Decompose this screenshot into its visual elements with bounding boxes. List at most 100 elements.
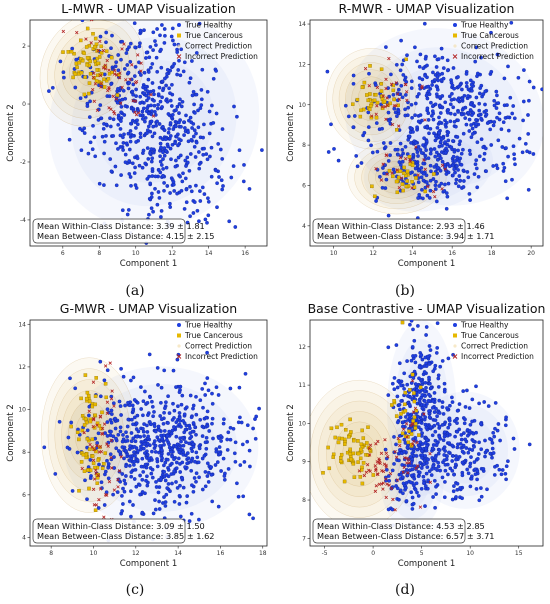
healthy-point — [113, 426, 118, 431]
healthy-point — [441, 438, 446, 443]
healthy-point — [455, 98, 460, 102]
healthy-point — [141, 470, 146, 474]
incorrect-prediction-marker — [365, 463, 370, 467]
healthy-point — [430, 104, 435, 109]
healthy-point — [202, 122, 206, 127]
incorrect-prediction-marker — [384, 86, 388, 91]
healthy-point — [448, 403, 452, 408]
healthy-point — [409, 358, 414, 363]
incorrect-prediction-marker — [394, 81, 398, 85]
healthy-point — [424, 173, 429, 178]
healthy-point — [435, 346, 440, 350]
healthy-point — [157, 122, 162, 126]
incorrect-prediction-marker — [92, 417, 96, 422]
cancerous-point — [401, 188, 405, 193]
cancerous-point — [339, 422, 344, 427]
healthy-point — [126, 417, 131, 422]
healthy-point — [113, 164, 118, 169]
healthy-point — [133, 183, 138, 187]
healthy-point — [474, 487, 479, 491]
healthy-point — [119, 413, 123, 417]
incorrect-prediction-marker — [375, 85, 380, 90]
healthy-point — [200, 67, 205, 72]
healthy-point — [409, 463, 414, 468]
healthy-point — [441, 76, 446, 81]
healthy-point — [486, 404, 491, 408]
healthy-point — [452, 484, 456, 488]
healthy-point — [437, 411, 442, 415]
healthy-point — [326, 150, 331, 154]
healthy-point — [453, 159, 458, 163]
healthy-point — [168, 98, 173, 103]
healthy-point — [420, 357, 425, 362]
healthy-point — [436, 460, 441, 465]
healthy-point — [184, 200, 189, 205]
healthy-point — [205, 350, 209, 355]
healthy-point — [127, 463, 132, 468]
healthy-point — [150, 174, 155, 178]
healthy-point — [462, 179, 466, 183]
incorrect-prediction-marker — [98, 444, 103, 449]
healthy-point — [122, 489, 127, 494]
healthy-point — [470, 113, 474, 117]
healthy-point — [185, 451, 190, 455]
healthy-point — [173, 141, 177, 146]
healthy-point — [158, 148, 162, 153]
x-tick-label: 8 — [49, 550, 53, 557]
stats-box — [312, 518, 466, 544]
cancerous-point — [77, 437, 81, 442]
healthy-point — [132, 444, 137, 449]
cancerous-point — [418, 385, 423, 390]
healthy-point — [171, 368, 176, 373]
healthy-point — [161, 173, 165, 178]
healthy-point — [143, 87, 148, 92]
healthy-point — [206, 480, 211, 484]
healthy-point — [232, 104, 236, 109]
healthy-point — [133, 439, 138, 444]
healthy-point — [210, 421, 214, 426]
healthy-point — [151, 48, 155, 52]
healthy-point — [443, 480, 447, 484]
healthy-point — [134, 94, 138, 98]
legend-marker — [177, 44, 181, 48]
healthy-point — [149, 206, 154, 211]
healthy-point — [159, 47, 163, 52]
healthy-point — [85, 104, 90, 108]
healthy-point — [495, 52, 500, 57]
healthy-point — [397, 458, 401, 463]
incorrect-prediction-marker — [389, 486, 394, 491]
healthy-point — [503, 471, 508, 476]
healthy-point — [491, 164, 496, 168]
healthy-point — [521, 99, 526, 104]
healthy-point — [171, 401, 175, 406]
healthy-point — [198, 106, 203, 111]
healthy-point — [101, 126, 106, 131]
healthy-point — [174, 480, 178, 484]
incorrect-prediction-marker — [384, 495, 388, 500]
healthy-point — [462, 93, 467, 98]
healthy-point — [495, 428, 500, 433]
incorrect-prediction-marker — [109, 107, 113, 111]
healthy-point — [497, 467, 502, 472]
healthy-point — [457, 84, 461, 89]
legend-entry: Correct Prediction — [461, 342, 528, 351]
cancerous-point — [368, 64, 372, 68]
x-tick-label: 18 — [488, 250, 496, 257]
healthy-point — [164, 83, 168, 88]
healthy-point — [141, 429, 146, 434]
healthy-point — [151, 511, 156, 516]
y-tick-label: 11 — [298, 382, 306, 389]
healthy-point — [141, 148, 146, 153]
healthy-point — [131, 375, 136, 380]
healthy-point — [127, 80, 132, 85]
healthy-point — [215, 205, 219, 210]
incorrect-prediction-marker — [112, 110, 116, 114]
incorrect-prediction-marker — [113, 68, 117, 73]
cancerous-point — [392, 97, 396, 102]
healthy-point — [138, 135, 143, 139]
healthy-point — [151, 209, 155, 214]
healthy-point — [352, 114, 357, 118]
healthy-point — [138, 447, 143, 452]
healthy-point — [417, 365, 422, 369]
healthy-point — [418, 460, 423, 465]
